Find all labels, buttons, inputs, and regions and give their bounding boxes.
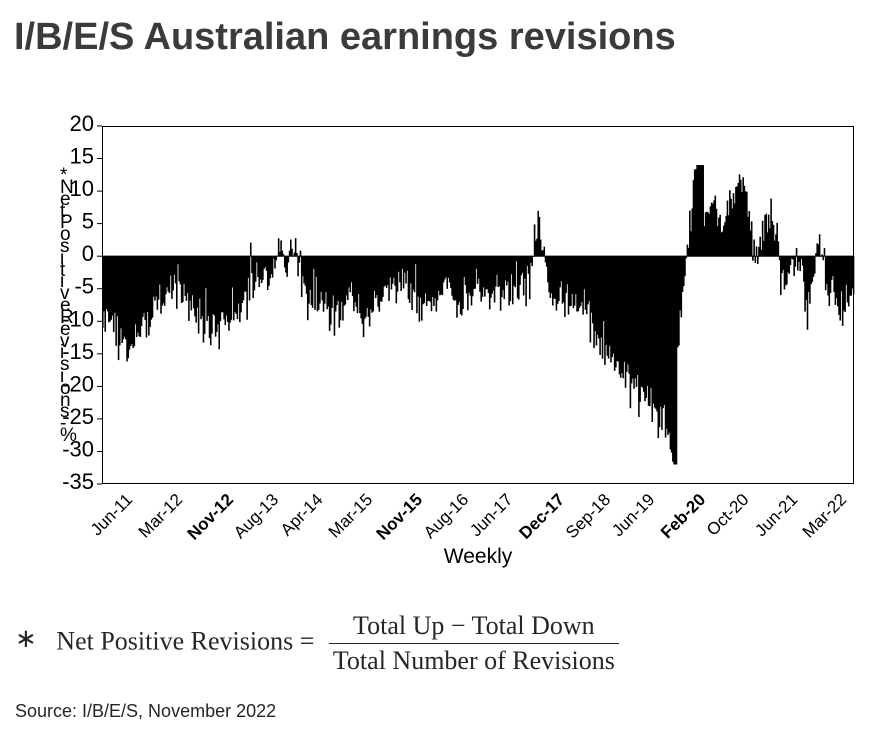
svg-text:-35: -35 xyxy=(62,469,94,494)
svg-text:5: 5 xyxy=(82,209,94,234)
svg-text:15: 15 xyxy=(70,144,94,169)
svg-text:20: 20 xyxy=(70,111,94,136)
svg-text:-5: -5 xyxy=(74,274,94,299)
svg-text:0: 0 xyxy=(82,241,94,266)
